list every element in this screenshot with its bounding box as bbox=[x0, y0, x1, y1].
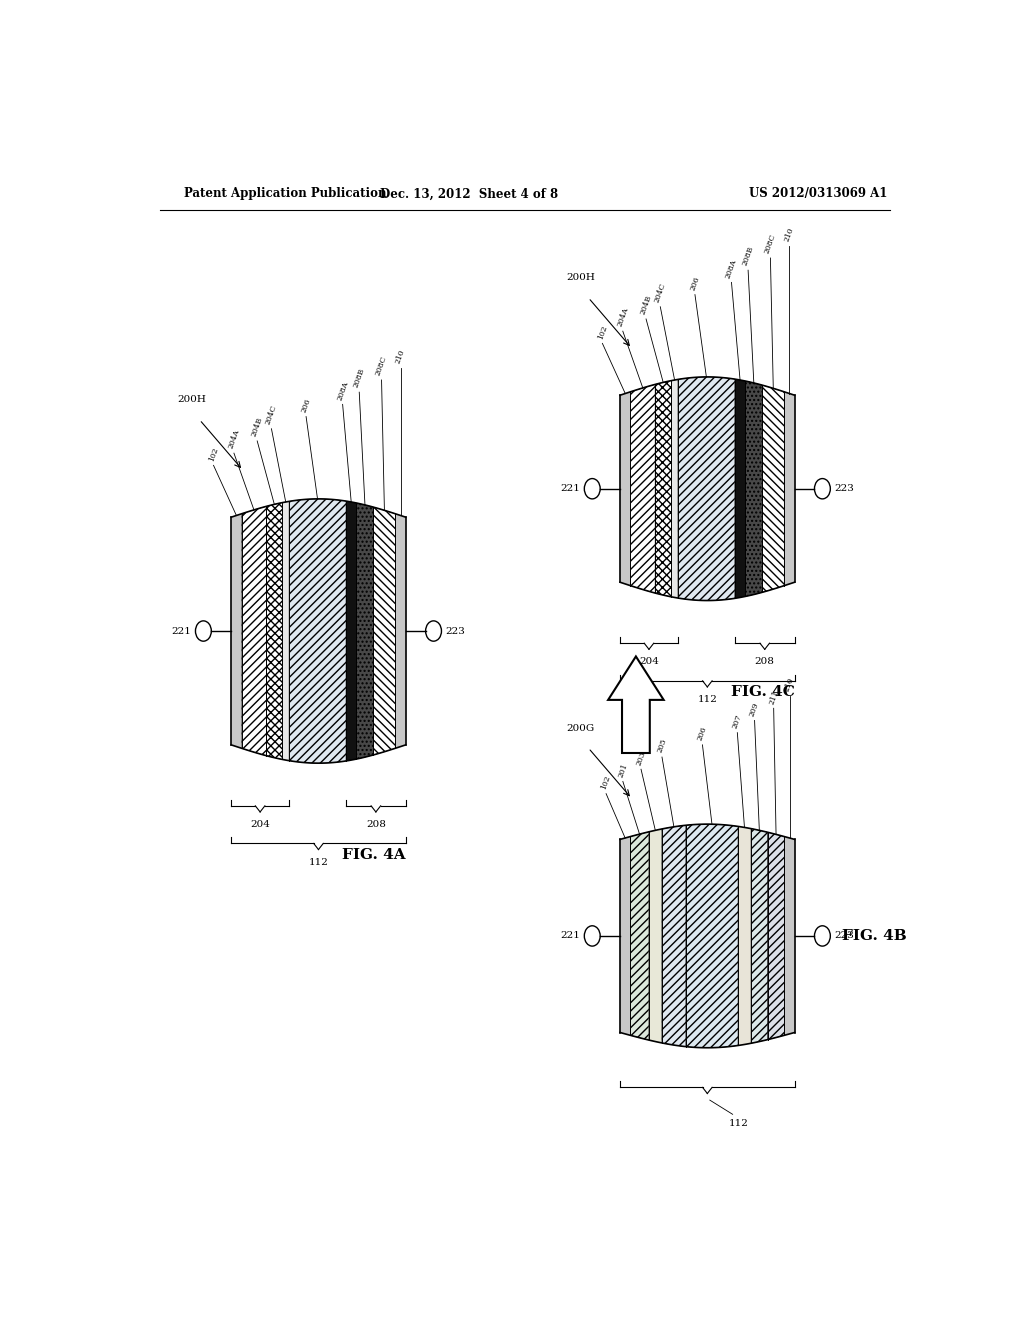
Text: 221: 221 bbox=[560, 932, 581, 940]
Polygon shape bbox=[745, 381, 762, 597]
Text: 221: 221 bbox=[560, 484, 581, 494]
Text: 210: 210 bbox=[783, 226, 796, 243]
Text: 204C: 204C bbox=[653, 282, 668, 304]
Polygon shape bbox=[738, 826, 751, 1045]
Text: 200H: 200H bbox=[566, 273, 595, 282]
Text: 208C: 208C bbox=[763, 234, 777, 255]
Text: 102: 102 bbox=[207, 446, 220, 462]
Text: 208: 208 bbox=[755, 657, 775, 667]
Polygon shape bbox=[735, 379, 745, 598]
Polygon shape bbox=[283, 502, 289, 760]
Text: US 2012/0313069 A1: US 2012/0313069 A1 bbox=[750, 187, 888, 201]
Text: FIG. 4C: FIG. 4C bbox=[731, 685, 795, 698]
Text: 208B: 208B bbox=[741, 246, 756, 267]
Polygon shape bbox=[751, 829, 768, 1043]
Text: 207: 207 bbox=[731, 713, 743, 730]
Text: 209: 209 bbox=[749, 701, 761, 718]
Polygon shape bbox=[768, 833, 784, 1040]
Text: 223: 223 bbox=[835, 932, 854, 940]
Polygon shape bbox=[231, 513, 242, 748]
Polygon shape bbox=[630, 832, 649, 1040]
Text: 201: 201 bbox=[616, 762, 629, 779]
Text: 112: 112 bbox=[308, 858, 329, 867]
Polygon shape bbox=[374, 507, 395, 755]
Text: 102: 102 bbox=[596, 323, 608, 341]
Text: 112: 112 bbox=[729, 1119, 749, 1127]
Polygon shape bbox=[346, 502, 356, 760]
Text: Dec. 13, 2012  Sheet 4 of 8: Dec. 13, 2012 Sheet 4 of 8 bbox=[380, 187, 558, 201]
Text: 206: 206 bbox=[300, 397, 312, 413]
Polygon shape bbox=[655, 380, 672, 597]
Text: 204B: 204B bbox=[639, 294, 653, 315]
Text: 204: 204 bbox=[250, 820, 270, 829]
Text: 210: 210 bbox=[783, 677, 796, 693]
Polygon shape bbox=[672, 379, 678, 598]
Text: 223: 223 bbox=[445, 627, 465, 635]
Polygon shape bbox=[686, 824, 738, 1048]
Text: FIG. 4B: FIG. 4B bbox=[842, 929, 907, 942]
Text: 203: 203 bbox=[635, 750, 647, 766]
Polygon shape bbox=[784, 837, 795, 1035]
Text: 204A: 204A bbox=[615, 306, 630, 329]
Text: 210: 210 bbox=[394, 348, 407, 364]
Text: 204: 204 bbox=[639, 657, 658, 667]
Text: 208: 208 bbox=[366, 820, 386, 829]
Text: 206: 206 bbox=[689, 275, 701, 292]
Polygon shape bbox=[620, 392, 631, 586]
Text: 204C: 204C bbox=[264, 404, 279, 426]
Polygon shape bbox=[678, 378, 735, 601]
Polygon shape bbox=[395, 513, 406, 748]
Polygon shape bbox=[649, 829, 662, 1043]
Text: 208B: 208B bbox=[352, 367, 367, 389]
Polygon shape bbox=[631, 384, 655, 593]
Text: 208A: 208A bbox=[724, 257, 738, 280]
Text: 206: 206 bbox=[696, 725, 709, 742]
Polygon shape bbox=[356, 503, 374, 759]
Text: 204B: 204B bbox=[250, 416, 264, 438]
Text: 200H: 200H bbox=[177, 396, 206, 404]
Polygon shape bbox=[289, 499, 346, 763]
Text: Patent Application Publication: Patent Application Publication bbox=[183, 187, 386, 201]
Polygon shape bbox=[608, 656, 664, 752]
Text: 221: 221 bbox=[172, 627, 191, 635]
Text: 208A: 208A bbox=[336, 380, 350, 401]
Text: 204A: 204A bbox=[226, 429, 241, 450]
Text: 102: 102 bbox=[600, 774, 612, 791]
Text: 112: 112 bbox=[697, 696, 717, 704]
Text: 208C: 208C bbox=[375, 355, 389, 378]
Polygon shape bbox=[784, 392, 795, 586]
Polygon shape bbox=[266, 503, 283, 759]
Text: FIG. 4A: FIG. 4A bbox=[342, 847, 406, 862]
Text: 205: 205 bbox=[655, 738, 669, 754]
Text: 200G: 200G bbox=[566, 723, 595, 733]
Text: 211: 211 bbox=[767, 689, 780, 705]
Polygon shape bbox=[762, 385, 784, 593]
Polygon shape bbox=[620, 837, 630, 1035]
Text: 223: 223 bbox=[835, 484, 854, 494]
Polygon shape bbox=[662, 825, 686, 1047]
Polygon shape bbox=[242, 507, 266, 755]
